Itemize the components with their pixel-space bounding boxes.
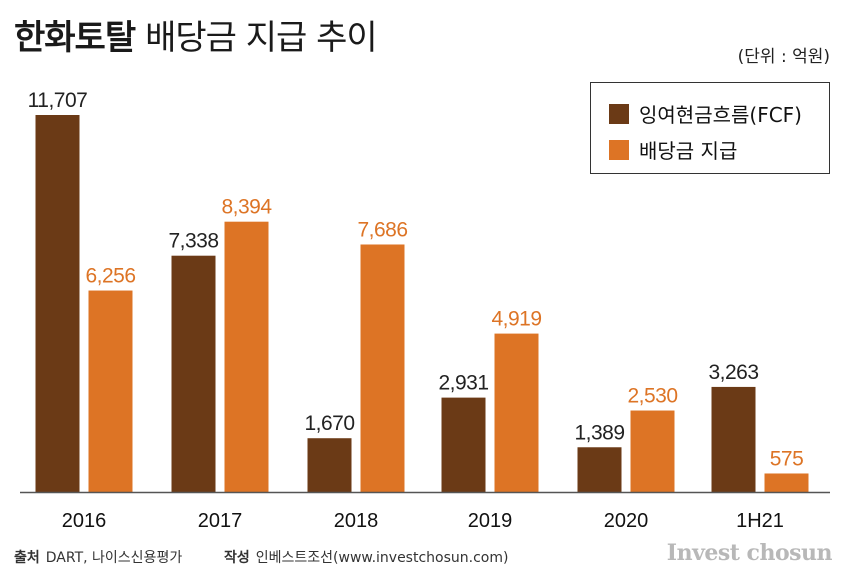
data-label-fcf: 7,338 xyxy=(168,230,218,253)
data-label-dividend: 6,256 xyxy=(85,265,135,288)
data-label-fcf: 3,263 xyxy=(708,361,758,384)
chart-title: 한화토탈 배당금 지급 추이 xyxy=(14,10,378,59)
legend-item-fcf: 잉여현금흐름(FCF) xyxy=(609,99,802,128)
brand-logo: Invest chosun xyxy=(666,540,833,566)
source-label: 출처 xyxy=(14,550,40,566)
bar-dividend xyxy=(360,244,405,492)
legend: 잉여현금흐름(FCF) 배당금 지급 xyxy=(590,82,830,174)
bar-fcf xyxy=(441,397,486,492)
bar-fcf xyxy=(35,115,80,492)
legend-label-fcf: 잉여현금흐름(FCF) xyxy=(639,103,802,127)
bar-fcf xyxy=(711,386,756,492)
legend-swatch-dividend xyxy=(609,139,629,160)
bar-dividend xyxy=(88,290,133,492)
x-tick-label: 2017 xyxy=(198,510,243,532)
data-label-fcf: 2,931 xyxy=(438,372,488,395)
data-label-dividend: 7,686 xyxy=(357,218,407,241)
data-label-fcf: 11,707 xyxy=(28,89,88,112)
author-label: 작성 xyxy=(224,550,250,566)
data-label-dividend: 4,919 xyxy=(491,308,541,331)
bar-dividend xyxy=(630,410,675,492)
title-company: 한화토탈 xyxy=(14,18,136,58)
bar-fcf xyxy=(577,447,622,492)
legend-item-dividend: 배당금 지급 xyxy=(609,135,737,164)
x-tick-label: 2020 xyxy=(604,510,649,532)
author-text: 인베스트조선(www.investchosun.com) xyxy=(255,550,509,566)
source-note: 출처 DART, 나이스신용평가 xyxy=(14,547,182,567)
data-label-fcf: 1,670 xyxy=(304,412,354,435)
x-tick-label: 2018 xyxy=(334,510,379,532)
author-note: 작성 인베스트조선(www.investchosun.com) xyxy=(224,547,508,567)
data-label-dividend: 575 xyxy=(770,447,804,470)
legend-swatch-fcf xyxy=(609,103,629,124)
bar-fcf xyxy=(171,255,216,492)
x-tick-label: 2016 xyxy=(62,510,107,532)
legend-label-dividend: 배당금 지급 xyxy=(639,139,738,163)
title-subject: 배당금 지급 추이 xyxy=(145,18,378,58)
unit-label: (단위 : 억원) xyxy=(737,47,830,67)
bar-dividend xyxy=(764,473,809,492)
bar-dividend xyxy=(224,221,269,492)
data-label-dividend: 8,394 xyxy=(221,196,272,219)
bar-dividend xyxy=(494,333,539,492)
x-tick-label: 1H21 xyxy=(736,510,784,532)
data-label-dividend: 2,530 xyxy=(627,385,677,408)
x-tick-label: 2019 xyxy=(468,510,513,532)
data-label-fcf: 1,389 xyxy=(574,421,624,444)
source-text: DART, 나이스신용평가 xyxy=(45,550,183,566)
bar-fcf xyxy=(307,438,352,492)
